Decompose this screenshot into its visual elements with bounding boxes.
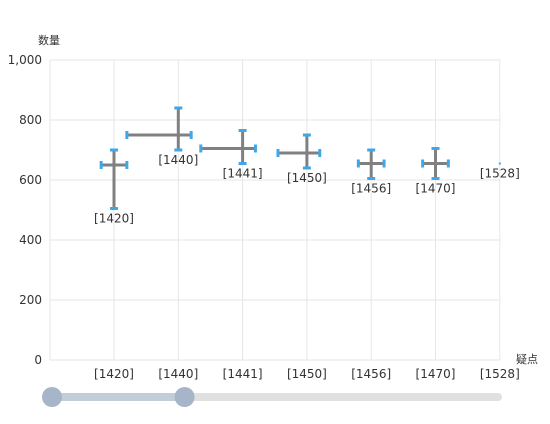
data-label: [1441] — [223, 167, 263, 181]
y-tick-label: 800 — [19, 113, 42, 127]
x-tick-label: [1441] — [223, 367, 263, 381]
data-label: [1456] — [351, 182, 391, 196]
range-slider[interactable] — [42, 387, 502, 407]
data-label: [1528] — [480, 167, 520, 181]
y-tick-label: 1,000 — [8, 53, 42, 67]
y-tick-label: 0 — [34, 353, 42, 367]
data-label: [1450] — [287, 171, 327, 185]
x-tick-label: [1440] — [158, 367, 198, 381]
marks-layer: [1420] [1440] [1441] [1450] [1456] [1470] [152… — [94, 106, 520, 226]
x-tick-label: [1528] — [480, 367, 520, 381]
x-tick-label: [1456] — [351, 367, 391, 381]
slider-handle-start[interactable] — [42, 387, 62, 407]
x-tick-label: [1470] — [416, 367, 456, 381]
x-tick-label: [1420] — [94, 367, 134, 381]
y-axis-title: 数量 — [38, 34, 60, 47]
y-tick-label: 400 — [19, 233, 42, 247]
grid-layer — [49, 59, 501, 361]
data-label: [1470] — [416, 182, 456, 196]
y-tick-label: 600 — [19, 173, 42, 187]
x-axis-title: 疑点 — [516, 353, 538, 366]
x-tick-label: [1450] — [287, 367, 327, 381]
data-label: [1440] — [158, 153, 198, 167]
y-tick-label: 200 — [19, 293, 42, 307]
axis-layer: 数量 疑点 0 200 400 600 800 1,000 [1420] [1440] [144… — [8, 34, 538, 381]
slider-selected-range[interactable] — [52, 393, 185, 401]
data-label: [1420] — [94, 212, 134, 226]
slider-handle-end[interactable] — [174, 387, 195, 407]
